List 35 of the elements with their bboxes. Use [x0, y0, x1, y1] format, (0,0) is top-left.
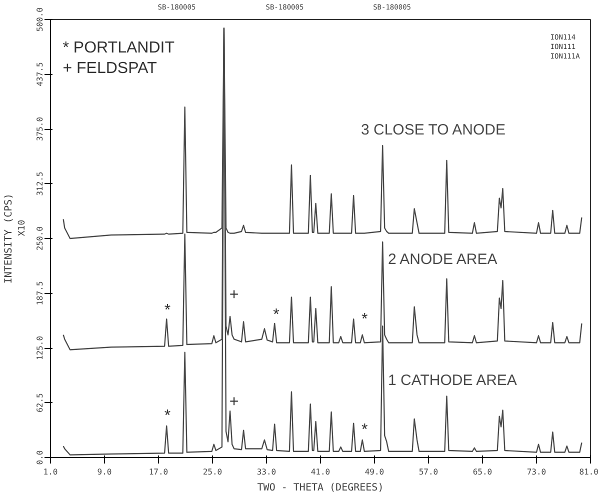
annotation: *: [164, 302, 171, 320]
x-tick-label: 49.0: [364, 468, 384, 476]
y-tick-label: 250.0: [36, 226, 44, 251]
annotation: +: [229, 393, 239, 410]
x-tick-label: 1.0: [43, 468, 58, 476]
x-tick-label: 25.0: [202, 468, 222, 476]
y-tick-label: 500.0: [36, 7, 44, 32]
x-tick-label: 33.0: [256, 468, 276, 476]
annotation: *: [164, 408, 171, 425]
y-tick-label: 62.5: [36, 392, 44, 412]
y-tick-label: 187.5: [36, 281, 44, 306]
annotation: +: [229, 286, 239, 304]
y-tick-label: 312.5: [36, 172, 44, 196]
series-label: 1 CATHODE AREA: [388, 372, 517, 389]
y-tick-label: 0.0: [36, 450, 44, 465]
annotation: + FELDSPAT: [62, 60, 158, 78]
x-tick-label: 57.0: [418, 468, 438, 476]
annotation: * PORTLANDIT: [62, 39, 175, 56]
text: X10: [18, 220, 28, 236]
x-tick-label: 81.0: [579, 468, 598, 476]
y-tick-label: 125.0: [36, 336, 44, 360]
y-tick-label: 437.5: [36, 62, 44, 86]
x-axis-title: TWO - THETA (DEGREES): [257, 482, 384, 494]
annotation: *: [273, 306, 280, 324]
x-tick-label: 73.0: [526, 468, 546, 476]
y-axis-title: INTENSITY (CPS): [4, 193, 14, 284]
x-tick-label: 41.0: [310, 468, 330, 476]
annotation: *: [362, 310, 368, 328]
series-label: 2 ANODE AREA: [388, 251, 498, 268]
series-label: 3 CLOSE TO ANODE: [361, 121, 506, 138]
x-tick-label: 9.0: [97, 468, 112, 476]
y-tick-label: 375.0: [36, 116, 44, 142]
x-tick-label: 17.0: [148, 468, 168, 476]
x-tick-label: 65.0: [472, 468, 492, 476]
annotation: *: [362, 421, 368, 438]
